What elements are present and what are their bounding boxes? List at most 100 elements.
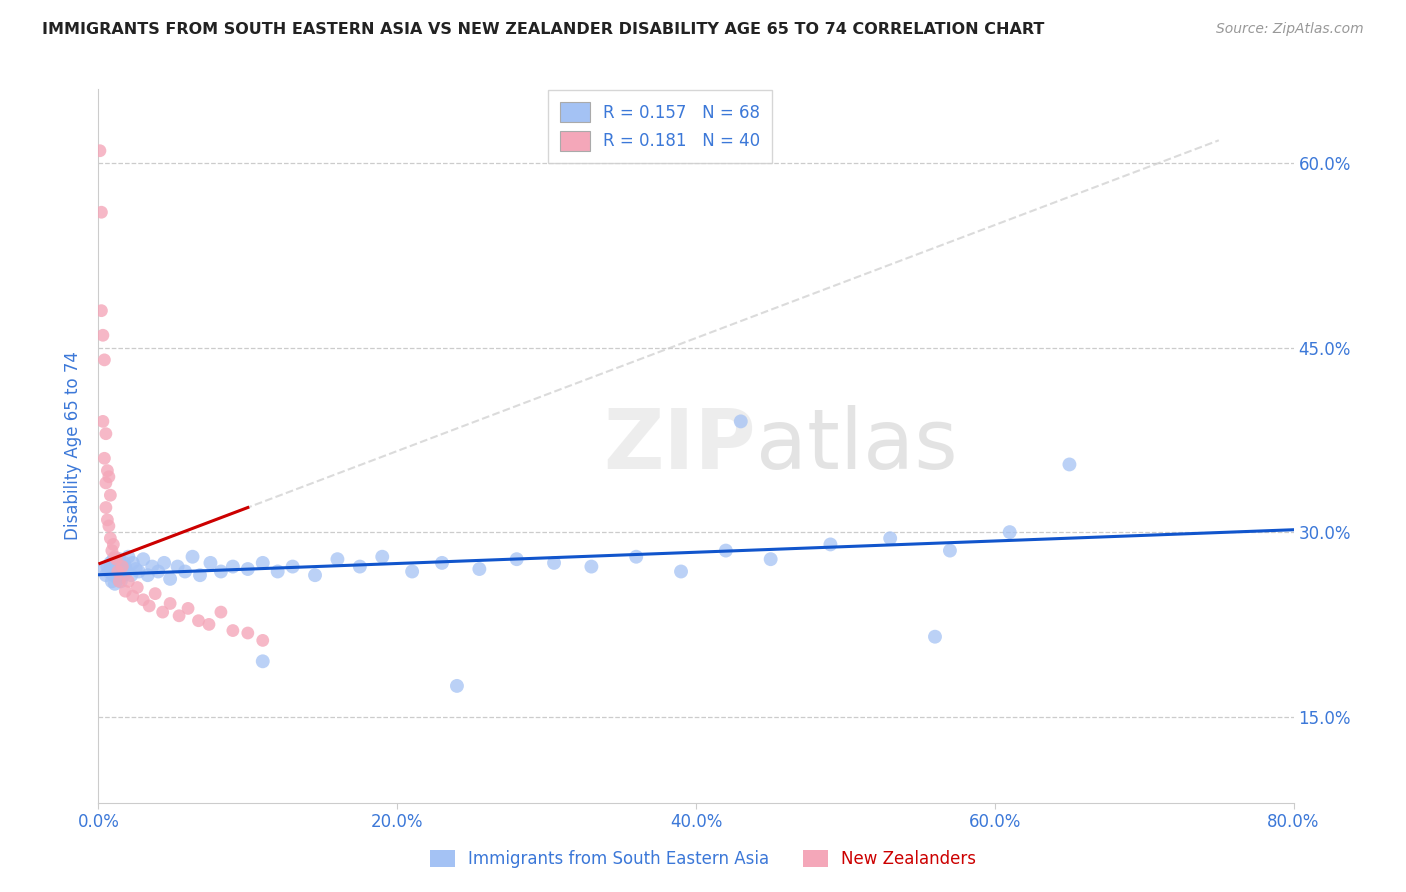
Point bbox=[120, 568, 142, 582]
Point bbox=[121, 589, 143, 603]
Point bbox=[222, 559, 245, 574]
Point bbox=[430, 556, 453, 570]
Point bbox=[127, 581, 149, 595]
Point bbox=[209, 565, 232, 579]
Point bbox=[136, 568, 159, 582]
Point bbox=[267, 565, 290, 579]
Point bbox=[91, 414, 114, 428]
Point bbox=[96, 559, 118, 574]
Point bbox=[506, 552, 529, 566]
Point bbox=[167, 608, 190, 623]
Point bbox=[714, 543, 737, 558]
Point bbox=[108, 568, 131, 582]
Point bbox=[104, 576, 127, 591]
Point bbox=[730, 414, 752, 428]
Point bbox=[105, 556, 128, 570]
Point bbox=[152, 605, 174, 619]
Point bbox=[112, 568, 135, 582]
Point bbox=[111, 565, 134, 579]
Point bbox=[166, 559, 188, 574]
Point bbox=[626, 549, 648, 564]
Point bbox=[104, 549, 127, 564]
Point bbox=[114, 584, 136, 599]
Text: IMMIGRANTS FROM SOUTH EASTERN ASIA VS NEW ZEALANDER DISABILITY AGE 65 TO 74 CORR: IMMIGRANTS FROM SOUTH EASTERN ASIA VS NE… bbox=[42, 22, 1045, 37]
Point bbox=[159, 572, 181, 586]
Point bbox=[107, 565, 129, 579]
Point bbox=[94, 568, 117, 582]
Point bbox=[117, 549, 139, 564]
Point bbox=[97, 565, 120, 579]
Point bbox=[236, 562, 259, 576]
Point bbox=[820, 537, 842, 551]
Point bbox=[326, 552, 349, 566]
Point bbox=[252, 556, 274, 570]
Point bbox=[104, 562, 127, 576]
Point bbox=[141, 559, 163, 574]
Point bbox=[98, 531, 122, 545]
Point bbox=[97, 519, 120, 533]
Point bbox=[117, 574, 139, 589]
Point bbox=[103, 568, 125, 582]
Point bbox=[200, 556, 222, 570]
Point bbox=[924, 630, 946, 644]
Point bbox=[669, 565, 692, 579]
Point bbox=[105, 552, 128, 566]
Point bbox=[222, 624, 245, 638]
Point bbox=[98, 556, 122, 570]
Point bbox=[103, 552, 125, 566]
Point bbox=[107, 572, 129, 586]
Point bbox=[115, 565, 138, 579]
Point bbox=[91, 562, 114, 576]
Point bbox=[132, 552, 155, 566]
Point bbox=[108, 574, 131, 589]
Point bbox=[94, 500, 117, 515]
Text: ZIP: ZIP bbox=[603, 406, 756, 486]
Point bbox=[252, 633, 274, 648]
Point bbox=[174, 565, 197, 579]
Point bbox=[90, 303, 112, 318]
Point bbox=[759, 552, 782, 566]
Y-axis label: Disability Age 65 to 74: Disability Age 65 to 74 bbox=[65, 351, 83, 541]
Point bbox=[148, 565, 170, 579]
Point bbox=[939, 543, 962, 558]
Point bbox=[252, 654, 274, 668]
Point bbox=[143, 587, 166, 601]
Point bbox=[125, 562, 148, 576]
Point bbox=[543, 556, 565, 570]
Point bbox=[101, 543, 124, 558]
Point bbox=[101, 574, 124, 589]
Legend: R = 0.157   N = 68, R = 0.181   N = 40: R = 0.157 N = 68, R = 0.181 N = 40 bbox=[548, 90, 772, 162]
Point bbox=[401, 565, 423, 579]
Point bbox=[159, 597, 181, 611]
Point bbox=[94, 426, 117, 441]
Point bbox=[93, 451, 115, 466]
Point bbox=[1059, 458, 1081, 472]
Point bbox=[91, 328, 114, 343]
Point bbox=[128, 565, 150, 579]
Point bbox=[94, 475, 117, 490]
Point bbox=[581, 559, 603, 574]
Point bbox=[281, 559, 304, 574]
Text: Source: ZipAtlas.com: Source: ZipAtlas.com bbox=[1216, 22, 1364, 37]
Point bbox=[349, 559, 371, 574]
Point bbox=[110, 562, 132, 576]
Point bbox=[188, 568, 211, 582]
Point bbox=[198, 617, 221, 632]
Point bbox=[90, 205, 112, 219]
Point bbox=[93, 352, 115, 367]
Text: atlas: atlas bbox=[756, 406, 957, 486]
Point bbox=[132, 592, 155, 607]
Point bbox=[138, 599, 160, 613]
Point bbox=[97, 469, 120, 483]
Point bbox=[181, 549, 204, 564]
Point bbox=[446, 679, 468, 693]
Point bbox=[187, 614, 209, 628]
Point bbox=[110, 574, 132, 589]
Point bbox=[177, 601, 200, 615]
Point bbox=[879, 531, 901, 545]
Point bbox=[236, 626, 259, 640]
Point bbox=[96, 464, 118, 478]
Point bbox=[103, 537, 125, 551]
Point bbox=[98, 488, 122, 502]
Point bbox=[209, 605, 232, 619]
